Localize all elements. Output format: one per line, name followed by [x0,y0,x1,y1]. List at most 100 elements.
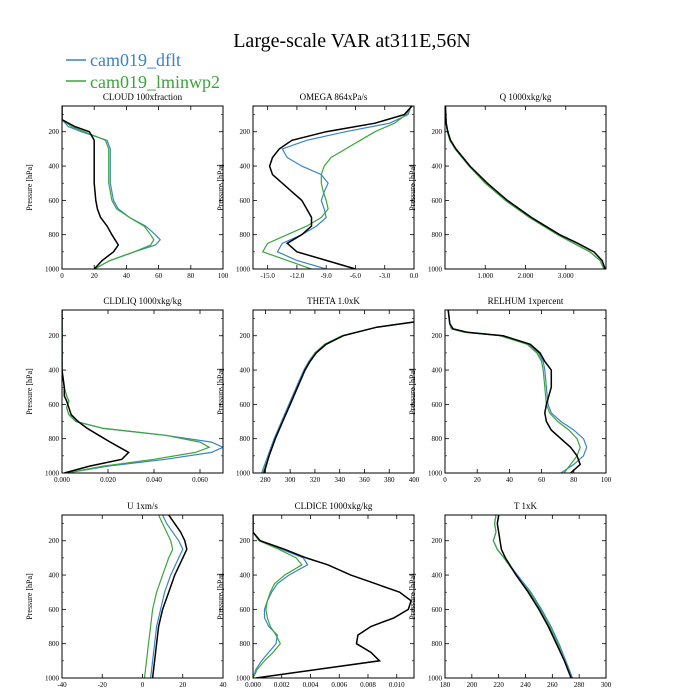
panel-title: T 1xK [514,501,538,511]
y-tick-label: 400 [49,367,60,375]
x-tick-label: 0.010 [389,681,405,689]
x-tick-label: 60 [538,476,546,484]
series-line-cam019_dflt [253,515,309,678]
x-tick-label: -12.0 [290,272,305,280]
plot-frame [61,514,224,679]
y-tick-label: 600 [240,197,251,205]
x-tick-label: 0.040 [146,476,162,484]
series-line-cam019_dflt [62,106,162,269]
y-tick-label: 200 [240,128,251,136]
x-tick-label: 0.0 [410,272,419,280]
panel-title: THETA 1.0xK [307,296,360,306]
y-tick-label: 600 [49,401,60,409]
y-tick-label: 600 [432,401,443,409]
x-tick-label: 100 [601,476,612,484]
x-tick-label: 0.000 [245,681,261,689]
x-tick-label: 280 [260,476,271,484]
x-tick-label: -40 [57,681,67,689]
x-tick-label: 80 [187,272,195,280]
series-line-black [151,515,188,678]
y-tick-label: 200 [432,128,443,136]
y-tick-label: 600 [49,606,60,614]
series-line-cam019_dflt [276,106,412,269]
y-tick-label: 1000 [428,266,443,274]
plot-frame [444,514,607,679]
panel-2: Q 1000xkg/kg Pressure [hPa] 200 400 600 800 10… [408,92,607,280]
y-tick-label: 200 [49,128,60,136]
y-axis-label: Pressure [hPa] [216,368,225,415]
y-tick-label: 400 [240,572,251,580]
x-tick-label: 0.008 [360,681,376,689]
y-tick-label: 400 [240,367,251,375]
x-tick-label: 20 [474,476,482,484]
series-line-cam019_dflt [62,310,223,473]
x-tick-label: 380 [384,476,395,484]
y-tick-label: 400 [240,163,251,171]
x-tick-label: 400 [409,476,420,484]
x-tick-label: 20 [179,681,187,689]
series-line-cam019_dflt [447,310,588,473]
x-tick-label: 180 [440,681,451,689]
y-tick-label: 200 [240,332,251,340]
series-line-cam019_lminwp2 [262,321,414,473]
panel-1: OMEGA 864xPa/s Pressure [hPa] 200 400 600 800… [216,92,419,280]
x-tick-label: 220 [493,681,504,689]
y-axis-label: Pressure [hPa] [25,573,34,620]
y-tick-label: 200 [240,537,251,545]
y-tick-label: 600 [49,197,60,205]
x-tick-label: 240 [520,681,531,689]
series-line-cam019_dflt [261,321,414,473]
series-line-black [253,515,412,678]
y-tick-label: 800 [240,640,251,648]
y-tick-label: 1000 [236,470,251,478]
x-tick-label: 0.006 [331,681,347,689]
x-tick-label: 0 [443,476,447,484]
series-line-cam019_lminwp2 [261,106,412,269]
x-tick-label: -20 [98,681,108,689]
legend: cam019_dflt cam019_lminwp2 [66,50,220,92]
y-tick-label: 800 [240,231,251,239]
x-tick-label: 40 [506,476,514,484]
panel-title: Q 1000xkg/kg [500,92,552,102]
series-line-black [268,106,413,269]
y-tick-label: 1000 [236,266,251,274]
series-line-black [62,106,120,269]
x-tick-label: -6.0 [350,272,362,280]
y-tick-label: 800 [432,231,443,239]
y-tick-label: 600 [240,606,251,614]
y-tick-label: 400 [432,163,443,171]
series-line-black [447,310,582,473]
y-tick-label: 600 [240,401,251,409]
x-tick-label: 300 [285,476,296,484]
panel-title: OMEGA 864xPa/s [300,92,368,102]
x-tick-label: 0.000 [54,476,70,484]
x-tick-label: 1.000 [477,272,493,280]
series-line-cam019_lminwp2 [143,515,174,678]
x-tick-label: 0.002 [274,681,290,689]
y-tick-label: 200 [49,332,60,340]
legend-label-dflt: cam019_dflt [90,50,181,70]
x-tick-label: 0.020 [100,476,116,484]
y-tick-label: 600 [432,197,443,205]
y-tick-label: 1000 [428,675,443,683]
y-axis-label: Pressure [hPa] [408,573,417,620]
x-tick-label: -15.0 [260,272,275,280]
panel-4: THETA 1.0xK Pressure [hPa] 200 400 600 800 100… [216,296,420,484]
y-tick-label: 400 [432,367,443,375]
y-tick-label: 800 [49,435,60,443]
y-axis-label: Pressure [hPa] [216,164,225,211]
series-line-cam019_lminwp2 [492,515,572,678]
y-tick-label: 800 [49,640,60,648]
series-line-black [62,310,130,473]
series-line-cam019_lminwp2 [62,106,155,269]
series-line-cam019_lminwp2 [447,310,581,473]
y-axis-label: Pressure [hPa] [25,368,34,415]
y-tick-label: 1000 [45,470,60,478]
plot-frame [252,105,415,270]
y-tick-label: 800 [240,435,251,443]
x-tick-label: 0.060 [192,476,208,484]
x-tick-label: 80 [570,476,578,484]
